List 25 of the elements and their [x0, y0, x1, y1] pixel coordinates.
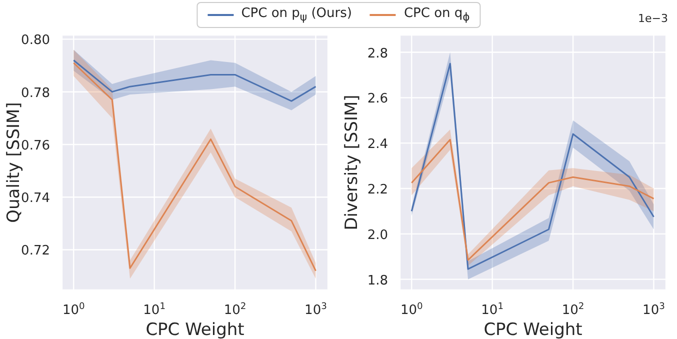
- y-tick-label: 2.2: [367, 182, 388, 198]
- x-axis-title: CPC Weight: [146, 320, 245, 339]
- y-tick-label: 2.0: [367, 228, 388, 243]
- legend-label: CPC on q$_{ϕ}$: [404, 6, 470, 24]
- x-axis-title: CPC Weight: [484, 320, 583, 339]
- x-tick-label: 10$^{0}$: [400, 302, 423, 318]
- x-tick-label: 10$^{1}$: [481, 302, 504, 318]
- y-tick-label: 0.74: [21, 191, 50, 206]
- legend-label: CPC on p$_{ψ}$ (Ours): [241, 6, 352, 24]
- y-tick-label: 2.8: [367, 46, 388, 62]
- x-tick-label: 10$^{1}$: [143, 302, 166, 318]
- x-tick-label: 10$^{3}$: [304, 302, 328, 318]
- x-tick-label: 10$^{3}$: [642, 302, 666, 318]
- y-tick-label: 0.72: [21, 244, 50, 259]
- x-tick-label: 10$^{2}$: [562, 302, 584, 318]
- y-tick-label: 0.76: [21, 138, 50, 154]
- x-tick-label: 10$^{0}$: [62, 302, 85, 318]
- y-tick-label: 2.4: [367, 137, 388, 152]
- y-tick-label: 2.6: [367, 92, 388, 107]
- y-axis-title: Diversity [SSIM]: [342, 94, 362, 230]
- y-tick-label: 0.78: [21, 86, 50, 101]
- y-tick-label: 0.80: [21, 33, 50, 48]
- x-tick-label: 10$^{2}$: [224, 302, 246, 318]
- text: 1e−3: [638, 12, 668, 25]
- y-tick-label: 1.8: [367, 273, 388, 288]
